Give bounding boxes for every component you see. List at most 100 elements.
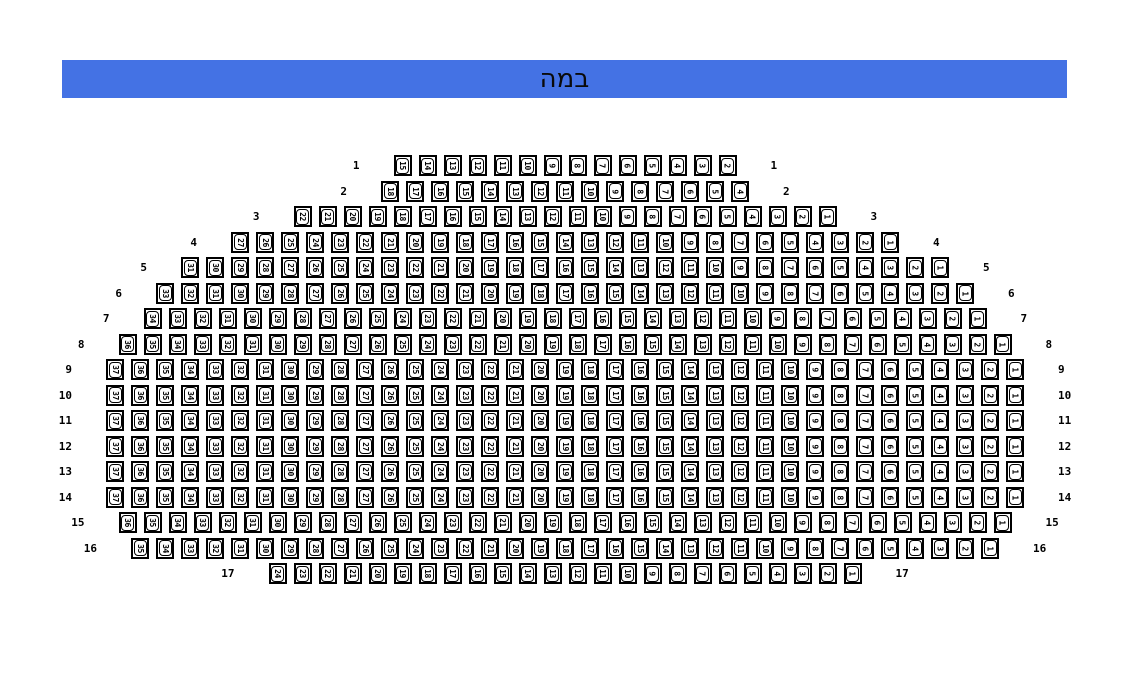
seat[interactable]: 20 — [531, 410, 549, 432]
seat[interactable]: 20 — [531, 384, 549, 406]
seat[interactable]: 24 — [418, 512, 437, 534]
seat[interactable]: 28 — [318, 512, 337, 534]
seat[interactable]: 17 — [531, 257, 549, 279]
seat[interactable]: 23 — [418, 308, 437, 330]
seat[interactable]: 35 — [156, 486, 174, 508]
seat[interactable]: 8 — [831, 410, 849, 432]
seat[interactable]: 1 — [1006, 410, 1024, 432]
seat[interactable]: 12 — [656, 257, 674, 279]
seat[interactable]: 1 — [931, 257, 949, 279]
seat[interactable]: 2 — [956, 537, 974, 559]
seat[interactable]: 35 — [156, 384, 174, 406]
seat[interactable]: 10 — [581, 180, 599, 202]
seat[interactable]: 35 — [156, 410, 174, 432]
seat[interactable]: 14 — [643, 308, 662, 330]
seat[interactable]: 8 — [631, 180, 649, 202]
seat[interactable]: 16 — [618, 512, 637, 534]
seat[interactable]: 25 — [393, 512, 412, 534]
seat[interactable]: 33 — [181, 537, 199, 559]
seat[interactable]: 10 — [781, 359, 799, 381]
seat[interactable]: 5 — [743, 563, 762, 585]
seat[interactable]: 12 — [693, 308, 712, 330]
seat[interactable]: 34 — [143, 308, 162, 330]
seat[interactable]: 26 — [381, 384, 399, 406]
seat[interactable]: 3 — [906, 282, 924, 304]
seat[interactable]: 15 — [531, 231, 549, 253]
seat[interactable]: 11 — [743, 333, 762, 355]
seat[interactable]: 5 — [781, 231, 799, 253]
seat[interactable]: 17 — [418, 206, 437, 228]
seat[interactable]: 11 — [756, 461, 774, 483]
seat[interactable]: 10 — [593, 206, 612, 228]
seat[interactable]: 15 — [656, 486, 674, 508]
seat[interactable]: 28 — [318, 333, 337, 355]
seat[interactable]: 16 — [618, 333, 637, 355]
seat[interactable]: 25 — [393, 333, 412, 355]
seat[interactable]: 8 — [818, 512, 837, 534]
seat[interactable]: 4 — [893, 308, 912, 330]
seat[interactable]: 8 — [806, 537, 824, 559]
seat[interactable]: 20 — [343, 206, 362, 228]
seat[interactable]: 30 — [281, 435, 299, 457]
seat[interactable]: 10 — [768, 512, 787, 534]
seat[interactable]: 7 — [781, 257, 799, 279]
seat[interactable]: 13 — [518, 206, 537, 228]
seat[interactable]: 34 — [181, 384, 199, 406]
seat[interactable]: 10 — [781, 461, 799, 483]
seat[interactable]: 4 — [918, 512, 937, 534]
seat[interactable]: 18 — [381, 180, 399, 202]
seat[interactable]: 14 — [631, 282, 649, 304]
seat[interactable]: 8 — [831, 435, 849, 457]
seat[interactable]: 33 — [206, 486, 224, 508]
seat[interactable]: 8 — [831, 486, 849, 508]
seat[interactable]: 20 — [531, 359, 549, 381]
seat[interactable]: 15 — [656, 435, 674, 457]
seat[interactable]: 20 — [481, 282, 499, 304]
seat[interactable]: 26 — [368, 512, 387, 534]
seat[interactable]: 33 — [206, 359, 224, 381]
seat[interactable]: 34 — [168, 333, 187, 355]
seat[interactable]: 9 — [781, 537, 799, 559]
seat[interactable]: 35 — [131, 537, 149, 559]
seat[interactable]: 15 — [656, 410, 674, 432]
seat[interactable]: 28 — [256, 257, 274, 279]
seat[interactable]: 31 — [256, 486, 274, 508]
seat[interactable]: 3 — [956, 486, 974, 508]
seat[interactable]: 27 — [356, 410, 374, 432]
seat[interactable]: 14 — [681, 359, 699, 381]
seat[interactable]: 28 — [331, 410, 349, 432]
seat[interactable]: 26 — [356, 537, 374, 559]
seat[interactable]: 23 — [331, 231, 349, 253]
seat[interactable]: 23 — [456, 486, 474, 508]
seat[interactable]: 10 — [756, 537, 774, 559]
seat[interactable]: 7 — [843, 512, 862, 534]
seat[interactable]: 8 — [831, 461, 849, 483]
seat[interactable]: 27 — [231, 231, 249, 253]
seat[interactable]: 1 — [981, 537, 999, 559]
seat[interactable]: 5 — [906, 461, 924, 483]
seat[interactable]: 5 — [718, 206, 737, 228]
seat[interactable]: 31 — [206, 282, 224, 304]
seat[interactable]: 24 — [393, 308, 412, 330]
seat[interactable]: 20 — [531, 435, 549, 457]
seat[interactable]: 18 — [531, 282, 549, 304]
seat[interactable]: 20 — [506, 537, 524, 559]
seat[interactable]: 14 — [681, 410, 699, 432]
seat[interactable]: 4 — [743, 206, 762, 228]
seat[interactable]: 14 — [681, 384, 699, 406]
seat[interactable]: 9 — [806, 384, 824, 406]
seat[interactable]: 9 — [806, 410, 824, 432]
seat[interactable]: 29 — [268, 308, 287, 330]
seat[interactable]: 28 — [331, 486, 349, 508]
seat[interactable]: 27 — [306, 282, 324, 304]
seat[interactable]: 13 — [668, 308, 687, 330]
seat[interactable]: 8 — [831, 359, 849, 381]
seat[interactable]: 3 — [693, 155, 712, 177]
seat[interactable]: 28 — [281, 282, 299, 304]
seat[interactable]: 23 — [431, 537, 449, 559]
seat[interactable]: 35 — [156, 461, 174, 483]
seat[interactable]: 14 — [668, 512, 687, 534]
seat[interactable]: 12 — [731, 486, 749, 508]
seat[interactable]: 3 — [956, 410, 974, 432]
seat[interactable]: 2 — [968, 512, 987, 534]
